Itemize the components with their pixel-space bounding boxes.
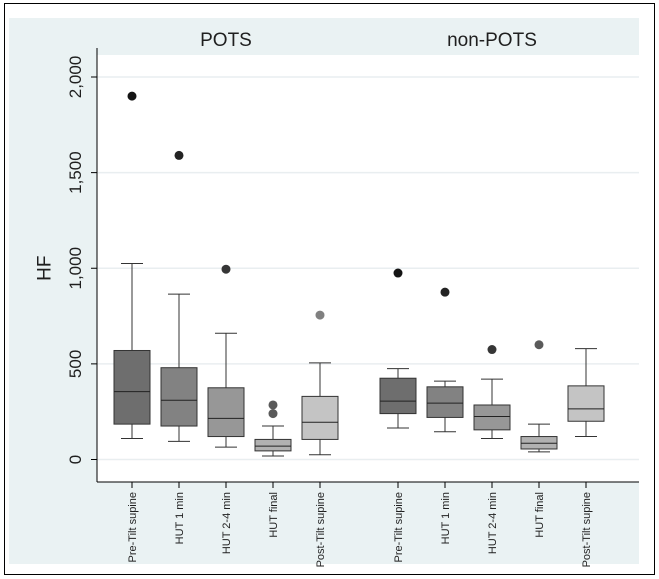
box	[113, 349, 151, 425]
boxes	[113, 91, 605, 457]
outlier-point	[393, 268, 403, 278]
y-tick-label: 2,000	[66, 56, 85, 99]
x-tick-label: HUT 2-4 min	[221, 492, 233, 554]
outlier-point	[268, 409, 278, 419]
box	[160, 367, 198, 427]
outlier-point	[174, 150, 184, 160]
x-tick-label: HUT 1 min	[174, 492, 186, 544]
box	[301, 395, 339, 440]
group-title-non-pots: non-POTS	[447, 30, 537, 51]
x-tick-label: Pre-Tilt supine	[393, 492, 405, 563]
outlier-point	[127, 91, 137, 101]
x-tick-label: HUT final	[268, 492, 280, 538]
x-tick-label: Post-Tilt supine	[581, 492, 593, 567]
grid-lines	[97, 76, 639, 461]
group-titles: POTS non-POTS	[200, 30, 537, 51]
y-tick-label: 1,500	[66, 151, 85, 194]
box	[254, 438, 292, 452]
box	[426, 386, 464, 418]
outlier-point	[221, 264, 231, 274]
y-tick-label: 0	[66, 455, 85, 464]
x-tick-label: HUT 2-4 min	[487, 492, 499, 554]
box	[473, 404, 511, 431]
outlier-point	[440, 287, 450, 297]
y-tick-label: 500	[66, 350, 85, 378]
y-tick-label: 1,000	[66, 247, 85, 290]
outlier-point	[487, 345, 497, 355]
group-title-pots: POTS	[200, 30, 252, 51]
x-tick-label: Post-Tilt supine	[315, 492, 327, 567]
y-axis-label: HF	[35, 256, 56, 281]
box	[379, 377, 417, 415]
x-tick-label: HUT final	[534, 492, 546, 538]
box	[567, 385, 605, 422]
axes: 0 500 1,000 1,500 2,000 Pre-Tilt supine HUT 1 …	[66, 48, 639, 567]
x-tick-label: Pre-Tilt supine	[127, 492, 139, 563]
box	[207, 387, 245, 438]
x-tick-label: HUT 1 min	[440, 492, 452, 544]
outlier-point	[315, 310, 325, 320]
outlier-point	[534, 340, 544, 350]
outlier-point	[268, 400, 278, 410]
